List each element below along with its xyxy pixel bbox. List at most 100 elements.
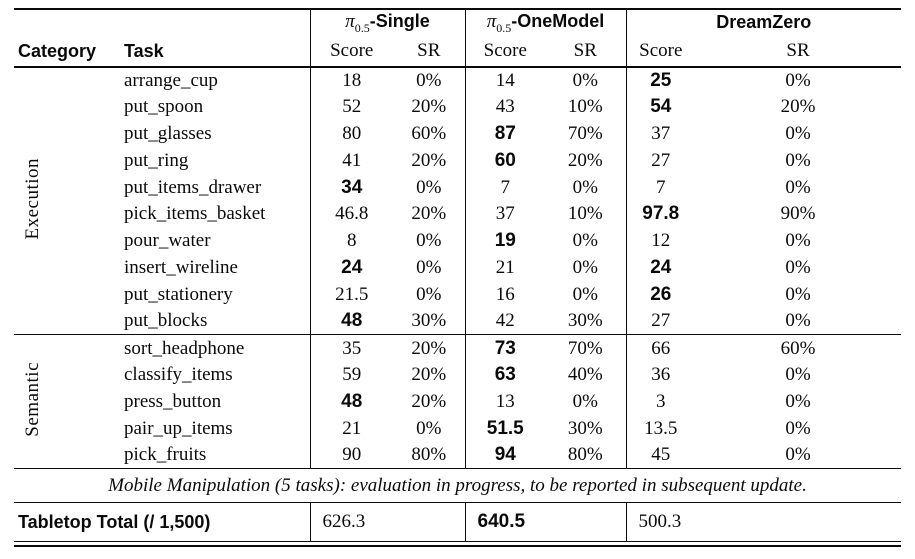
pi-symbol: π bbox=[486, 10, 497, 32]
single-sr: 60% bbox=[411, 122, 447, 144]
category-rotated-label: Execution bbox=[22, 157, 43, 240]
dreamzero-score: 12 bbox=[625, 227, 696, 255]
onemodel-sr: 0% bbox=[572, 283, 598, 305]
dreamzero-score: 27 bbox=[625, 308, 696, 335]
column-group-pi05-onemodel: π0.5-OneModel bbox=[464, 9, 627, 36]
onemodel-sr: 0% bbox=[572, 69, 598, 91]
onemodel-sr: 30% bbox=[567, 417, 603, 439]
onemodel-score: 94 bbox=[464, 442, 546, 469]
onemodel-score: 63 bbox=[464, 361, 546, 389]
task-name: pick_fruits bbox=[124, 444, 207, 466]
single-sr: 20% bbox=[411, 390, 447, 412]
onemodel-score: 37 bbox=[464, 200, 546, 228]
single-score: 21 bbox=[309, 415, 393, 443]
dreamzero-sr: 0% bbox=[785, 256, 811, 278]
task-name: pick_items_basket bbox=[124, 203, 266, 225]
dreamzero-score: 13.5 bbox=[625, 415, 696, 443]
single-sr: 20% bbox=[411, 364, 447, 386]
single-sr: 20% bbox=[411, 96, 447, 118]
single-score: 34 bbox=[309, 174, 393, 201]
single-sr: 20% bbox=[411, 149, 447, 171]
single-sr: 0% bbox=[416, 176, 442, 198]
single-score: 35 bbox=[309, 334, 393, 362]
single-score: 46.8 bbox=[309, 200, 393, 228]
single-score: 8 bbox=[309, 227, 393, 255]
table-row: put_items_drawer 34 0% 7 0% 7 0% bbox=[14, 174, 901, 201]
single-score: 59 bbox=[309, 361, 393, 389]
table-body: Execution arrange_cup 18 0% 14 0% 25 0% put_spoo… bbox=[14, 67, 902, 469]
single-sr-header: SR bbox=[393, 36, 466, 68]
pi-subscript: 0.5 bbox=[354, 20, 370, 35]
table-row: pick_items_basket 46.8 20% 37 10% 97.8 90% bbox=[14, 200, 901, 228]
onemodel-score: 87 bbox=[464, 120, 546, 148]
table-row: pick_fruits 90 80% 94 80% 45 0% bbox=[14, 442, 901, 469]
task-name: classify_items bbox=[124, 364, 233, 386]
dreamzero-sr: 0% bbox=[785, 176, 811, 198]
single-sr: 80% bbox=[411, 444, 447, 466]
dreamzero-sr: 0% bbox=[785, 390, 811, 412]
dreamzero-score: 7 bbox=[625, 174, 696, 201]
task-name: put_stationery bbox=[124, 283, 233, 305]
single-score-header: Score bbox=[309, 36, 393, 68]
onemodel-sr: 0% bbox=[572, 256, 598, 278]
dreamzero-sr: 0% bbox=[785, 310, 811, 332]
dreamzero-sr: 20% bbox=[780, 96, 816, 118]
task-name: put_glasses bbox=[124, 122, 212, 144]
task-name: put_ring bbox=[124, 149, 189, 171]
table-row: put_blocks 48 30% 42 30% 27 0% bbox=[14, 308, 901, 335]
dreamzero-score: 3 bbox=[625, 388, 696, 416]
single-score: 48 bbox=[309, 388, 393, 416]
table-row: classify_items 59 20% 63 40% 36 0% bbox=[14, 361, 901, 389]
onemodel-sr: 10% bbox=[567, 96, 603, 118]
task-name: arrange_cup bbox=[124, 69, 218, 91]
onemodel-score: 51.5 bbox=[464, 415, 546, 443]
dreamzero-score: 54 bbox=[625, 93, 696, 121]
dreamzero-sr: 0% bbox=[785, 417, 811, 439]
table-row: press_button 48 20% 13 0% 3 0% bbox=[14, 388, 901, 416]
onemodel-sr: 20% bbox=[567, 149, 603, 171]
dreamzero-sr: 0% bbox=[785, 283, 811, 305]
single-sr: 0% bbox=[416, 230, 442, 252]
onemodel-total: 640.5 bbox=[464, 502, 627, 541]
category-column-header: Category bbox=[14, 36, 114, 68]
onemodel-sr: 30% bbox=[567, 310, 603, 332]
single-sr: 20% bbox=[393, 334, 466, 362]
group-name-label: -Single bbox=[369, 10, 430, 31]
task-name: press_button bbox=[124, 390, 222, 412]
onemodel-score: 13 bbox=[464, 388, 546, 416]
single-sr: 30% bbox=[411, 310, 447, 332]
dreamzero-score-header: Score bbox=[625, 36, 696, 68]
table-row: Execution arrange_cup 18 0% 14 0% 25 0% bbox=[14, 67, 901, 240]
pi-subscript: 0.5 bbox=[496, 20, 512, 35]
single-score: 21.5 bbox=[309, 281, 393, 309]
dreamzero-sr: 60% bbox=[695, 334, 902, 362]
task-name: insert_wireline bbox=[124, 256, 238, 278]
task-name: sort_headphone bbox=[114, 334, 310, 362]
column-group-dreamzero: DreamZero bbox=[625, 9, 902, 36]
dreamzero-score: 26 bbox=[625, 281, 696, 309]
total-label: Tabletop Total (/ 1,500) bbox=[18, 511, 211, 532]
group-name-label: -OneModel bbox=[511, 10, 605, 31]
task-name: put_blocks bbox=[124, 310, 208, 332]
dreamzero-sr: 0% bbox=[785, 364, 811, 386]
dreamzero-sr: 0% bbox=[785, 230, 811, 252]
onemodel-score: 19 bbox=[464, 227, 546, 255]
single-sr: 0% bbox=[416, 69, 442, 91]
category-cell-execution: Execution bbox=[14, 67, 114, 335]
group-name-label: DreamZero bbox=[716, 12, 812, 32]
column-group-pi05-single: π0.5-Single bbox=[309, 9, 466, 36]
task-name: pour_water bbox=[124, 230, 211, 252]
task-name: put_items_drawer bbox=[124, 176, 262, 198]
table-row: put_stationery 21.5 0% 16 0% 26 0% bbox=[14, 281, 901, 309]
onemodel-score: 7 bbox=[464, 174, 546, 201]
single-sr: 0% bbox=[416, 417, 442, 439]
onemodel-score: 43 bbox=[464, 93, 546, 121]
bottom-double-rule bbox=[14, 540, 901, 547]
note-row: Mobile Manipulation (5 tasks): evaluatio… bbox=[14, 468, 902, 504]
dreamzero-score: 25 bbox=[625, 67, 696, 94]
onemodel-sr: 0% bbox=[572, 176, 598, 198]
onemodel-score: 21 bbox=[464, 254, 546, 282]
dreamzero-sr: 90% bbox=[780, 203, 816, 225]
dreamzero-sr-header: SR bbox=[695, 36, 902, 68]
onemodel-sr: 70% bbox=[545, 334, 627, 362]
